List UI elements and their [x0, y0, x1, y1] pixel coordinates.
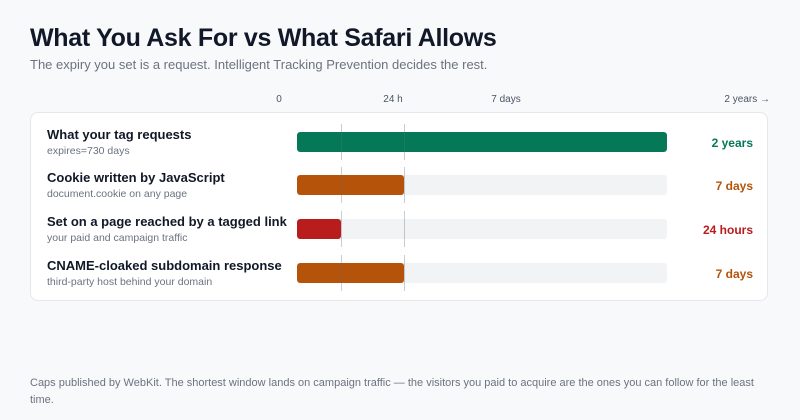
- page-subtitle: The expiry you set is a request. Intelli…: [30, 57, 488, 72]
- bar-value-label: 24 hours: [702, 223, 753, 237]
- gridline: [404, 255, 405, 291]
- bar-track: [297, 263, 667, 283]
- gridline: [341, 255, 342, 291]
- footnote: Caps published by WebKit. The shortest w…: [30, 377, 754, 406]
- row-label: CNAME-cloaked subdomain response: [47, 258, 282, 273]
- row-label: Set on a page reached by a tagged link: [47, 214, 287, 229]
- row-label: What your tag requests: [47, 127, 192, 142]
- row-sublabel: document.cookie on any page: [47, 188, 188, 200]
- gridline: [341, 211, 342, 247]
- gridline: [404, 167, 405, 203]
- axis-tick-label: 7 days: [491, 94, 521, 105]
- bar-track: [297, 132, 667, 152]
- bar-track: [297, 175, 667, 195]
- axis-tick-label: 24 h: [383, 94, 403, 105]
- bar-value-label: 7 days: [715, 267, 753, 281]
- bar-fill: [297, 263, 404, 283]
- bar-fill: [297, 132, 667, 152]
- gridline: [341, 124, 342, 160]
- row-sublabel: expires=730 days: [47, 145, 130, 157]
- bar-value-label: 7 days: [715, 179, 753, 193]
- axis-tick-label: 0: [276, 94, 282, 105]
- axis-end-label: 2 years →: [724, 94, 770, 105]
- bar-track: [297, 219, 667, 239]
- bar-fill: [297, 175, 404, 195]
- row-sublabel: your paid and campaign traffic: [47, 232, 188, 244]
- bar-value-label: 2 years: [711, 136, 753, 150]
- bar-fill: [297, 219, 341, 239]
- gridline: [404, 124, 405, 160]
- gridline: [404, 211, 405, 247]
- page-title: What You Ask For vs What Safari Allows: [30, 24, 497, 52]
- row-label: Cookie written by JavaScript: [47, 170, 225, 185]
- row-sublabel: third-party host behind your domain: [47, 276, 213, 288]
- gridline: [341, 167, 342, 203]
